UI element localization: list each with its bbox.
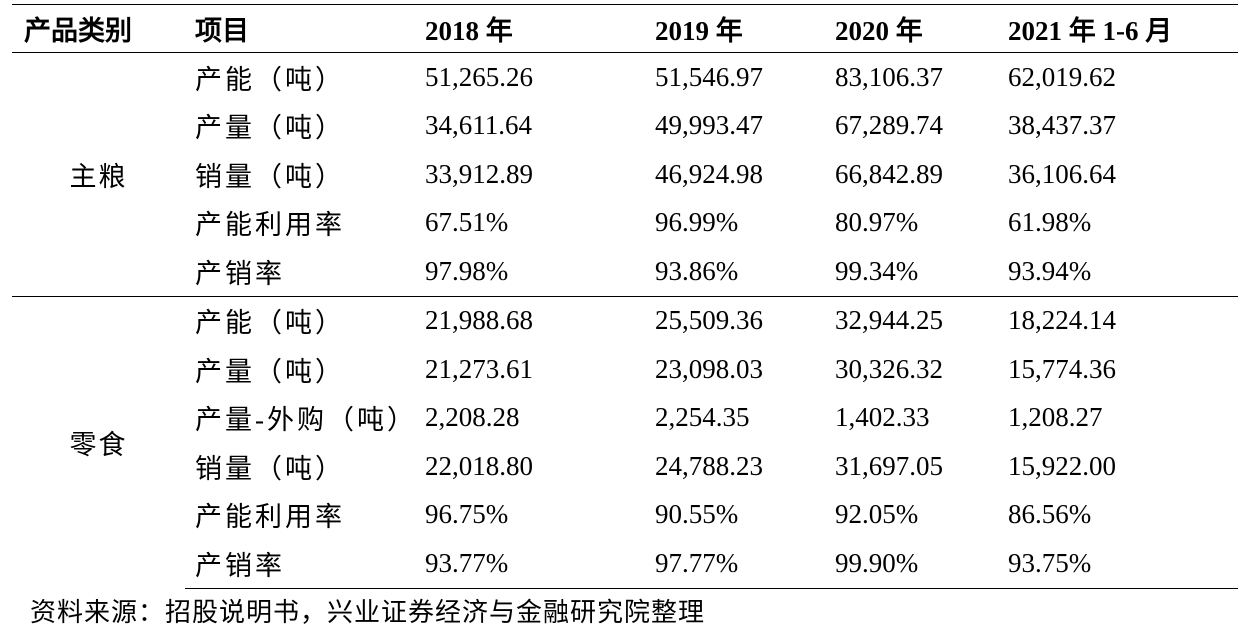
header-category: 产品类别 (12, 4, 185, 53)
value-cell: 49,993.47 (655, 110, 763, 141)
production-table-container: 产品类别 项目 2018 年 2019 年 2020 年 2021 年 1-6 … (12, 4, 1238, 589)
value-cell: 46,924.98 (655, 158, 763, 189)
item-cell: 销量（吨） (195, 161, 345, 192)
item-cell: 产销率 (185, 539, 425, 589)
header-2021h1: 2021 年 1-6 月 (1008, 4, 1238, 53)
table-row: 销量（吨） 33,912.89 46,924.98 66,842.89 36,1… (12, 150, 1238, 199)
value-cell: 80.97% (835, 207, 919, 238)
value-cell: 1,208.27 (1008, 402, 1103, 433)
value-cell: 97.77% (655, 539, 835, 589)
value-cell: 86.56% (1008, 499, 1092, 530)
value-cell: 93.94% (1008, 255, 1092, 286)
value-cell: 15,774.36 (1008, 353, 1116, 384)
value-cell: 18,224.14 (1008, 295, 1238, 345)
item-cell: 产能（吨） (185, 52, 425, 102)
value-cell: 1,402.33 (835, 402, 930, 433)
item-cell: 产能利用率 (195, 210, 345, 241)
value-cell: 83,106.37 (835, 52, 1008, 102)
category-cell-snacks: 零食 (12, 295, 185, 588)
value-cell: 34,611.64 (425, 110, 532, 141)
value-cell: 90.55% (655, 499, 739, 530)
value-cell: 96.99% (655, 207, 739, 238)
item-cell: 产能（吨） (185, 295, 425, 345)
production-sales-table: 产品类别 项目 2018 年 2019 年 2020 年 2021 年 1-6 … (12, 4, 1238, 589)
value-cell: 25,509.36 (655, 295, 835, 345)
table-row: 产量（吨） 34,611.64 49,993.47 67,289.74 38,4… (12, 102, 1238, 151)
value-cell: 62,019.62 (1008, 52, 1238, 102)
value-cell: 31,697.05 (835, 450, 943, 481)
value-cell: 24,788.23 (655, 450, 763, 481)
value-cell: 51,546.97 (655, 52, 835, 102)
value-cell: 96.75% (425, 499, 509, 530)
header-2019: 2019 年 (655, 4, 835, 53)
table-row: 销量（吨） 22,018.80 24,788.23 31,697.05 15,9… (12, 442, 1238, 491)
value-cell: 21,988.68 (425, 295, 655, 345)
value-cell: 51,265.26 (425, 52, 655, 102)
value-cell: 66,842.89 (835, 158, 943, 189)
table-row: 产量（吨） 21,273.61 23,098.03 30,326.32 15,7… (12, 345, 1238, 394)
value-cell: 93.86% (655, 255, 739, 286)
table-row: 产能利用率 96.75% 90.55% 92.05% 86.56% (12, 491, 1238, 540)
value-cell: 15,922.00 (1008, 450, 1116, 481)
source-note: 资料来源：招股说明书，兴业证券经济与金融研究院整理 (30, 598, 706, 627)
value-cell: 67.51% (425, 207, 509, 238)
table-header-row: 产品类别 项目 2018 年 2019 年 2020 年 2021 年 1-6 … (12, 4, 1238, 53)
value-cell: 32,944.25 (835, 295, 1008, 345)
value-cell: 33,912.89 (425, 158, 533, 189)
table-row: 产量-外购（吨） 2,208.28 2,254.35 1,402.33 1,20… (12, 394, 1238, 443)
value-cell: 30,326.32 (835, 353, 943, 384)
value-cell: 38,437.37 (1008, 110, 1116, 141)
value-cell: 22,018.80 (425, 450, 533, 481)
table-row: 产能利用率 67.51% 96.99% 80.97% 61.98% (12, 199, 1238, 248)
value-cell: 23,098.03 (655, 353, 763, 384)
header-item: 项目 (185, 4, 425, 53)
item-cell: 产能利用率 (195, 502, 345, 533)
item-cell: 产量（吨） (195, 356, 345, 387)
item-cell: 产销率 (195, 258, 285, 289)
value-cell: 93.77% (425, 539, 655, 589)
item-cell: 销量（吨） (195, 453, 345, 484)
header-2020: 2020 年 (835, 4, 1008, 53)
value-cell: 21,273.61 (425, 353, 533, 384)
value-cell: 92.05% (835, 499, 919, 530)
value-cell: 67,289.74 (835, 110, 943, 141)
value-cell: 61.98% (1008, 207, 1092, 238)
table-row: 零食 产能（吨） 21,988.68 25,509.36 32,944.25 1… (12, 295, 1238, 588)
value-cell: 97.98% (425, 255, 509, 286)
value-cell: 2,208.28 (425, 402, 520, 433)
table-row: 主粮 产能（吨） 51,265.26 51,546.97 83,106.37 6… (12, 52, 1238, 296)
category-cell-staple: 主粮 (12, 52, 185, 296)
value-cell: 2,254.35 (655, 402, 750, 433)
value-cell: 99.34% (835, 255, 919, 286)
table-row: 产销率 93.77% 97.77% 99.90% 93.75% (12, 539, 1238, 589)
table-row: 产销率 97.98% 93.86% 99.34% 93.94% (12, 247, 1238, 296)
item-cell: 产量（吨） (195, 113, 345, 144)
value-cell: 93.75% (1008, 539, 1238, 589)
value-cell: 99.90% (835, 539, 1008, 589)
header-2018: 2018 年 (425, 4, 655, 53)
value-cell: 36,106.64 (1008, 158, 1116, 189)
item-cell: 产量-外购（吨） (195, 405, 417, 436)
